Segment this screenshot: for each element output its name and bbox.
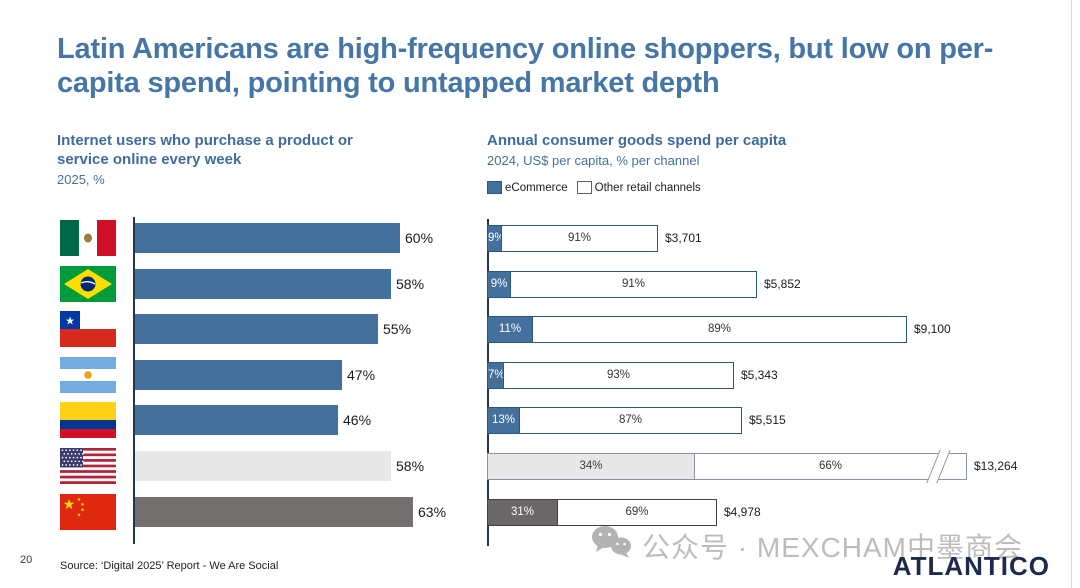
flag-brazil — [60, 265, 116, 302]
watermark-text: 公众号 · MEXCHAM中墨商会 — [642, 531, 1024, 563]
weekly-purchase-value: 46% — [343, 412, 372, 429]
right-chart-row-brazil: 9% 91% $5,852 — [487, 270, 1077, 298]
legend-swatch-other-retail — [576, 181, 592, 194]
other-retail-segment: 89% — [532, 316, 907, 344]
legend: eCommerce Other retail channels — [487, 181, 701, 194]
weekly-online-purchase-chart: 60% 58% ★ 55% 47% 46% 58% ★ ★ ★ ★ ★ 63% — [60, 217, 484, 553]
svg-text:★: ★ — [63, 496, 76, 512]
right-chart-subtitle: 2024, US$ per capita, % per channel — [487, 153, 700, 169]
right-edge-divider — [1071, 0, 1072, 588]
spend-total-label: $5,515 — [749, 413, 786, 428]
right-chart-row-usa: 34% 66% $13,264 — [487, 450, 1077, 483]
watermark: 公众号 · MEXCHAM中墨商会 — [588, 524, 1023, 567]
weekly-purchase-bar — [135, 223, 400, 253]
weekly-purchase-value: 55% — [383, 321, 412, 338]
other-retail-segment: 91% — [510, 270, 757, 298]
left-chart-header: Internet users who purchase a product or… — [57, 131, 402, 187]
legend-label-ecommerce: eCommerce — [505, 181, 568, 194]
left-axis-line — [133, 217, 135, 544]
ecommerce-segment: 7% — [487, 361, 505, 389]
weekly-purchase-bar — [135, 496, 413, 527]
flag-mexico — [60, 220, 116, 256]
right-chart-row-chile: 11% 89% $9,100 — [487, 316, 1077, 344]
ecommerce-segment: 11% — [487, 316, 533, 344]
source-note: Source: ‘Digital 2025’ Report - We Are S… — [60, 560, 279, 572]
weekly-purchase-value: 58% — [396, 458, 425, 474]
ecommerce-segment: 9% — [487, 225, 505, 252]
left-chart-row-mexico: 60% — [60, 220, 484, 256]
spend-total-label: $5,343 — [741, 367, 778, 382]
right-chart-row-colombia: 13% 87% $5,515 — [487, 407, 1077, 435]
legend-label-other-retail: Other retail channels — [594, 181, 701, 194]
flag-usa — [60, 448, 116, 484]
weekly-purchase-bar — [135, 268, 391, 299]
weekly-purchase-value: 60% — [405, 230, 434, 246]
ecommerce-segment: 9% — [487, 270, 511, 298]
spend-total-label: $4,978 — [724, 504, 761, 519]
left-chart-row-argentina: 47% — [60, 356, 484, 393]
right-chart-row-china: 31% 69% $4,978 — [487, 498, 1077, 526]
weekly-purchase-value: 47% — [347, 366, 376, 383]
ecommerce-segment: 31% — [487, 498, 558, 526]
weekly-purchase-bar — [135, 451, 391, 481]
other-retail-segment: 93% — [503, 361, 734, 389]
page-title: Latin Americans are high-frequency onlin… — [57, 33, 994, 100]
flag-china: ★ ★ ★ ★ ★ — [60, 493, 116, 530]
right-chart-header: Annual consumer goods spend per capita 2… — [487, 131, 917, 168]
other-retail-segment: 87% — [519, 407, 742, 435]
svg-text:★: ★ — [65, 316, 75, 328]
flag-argentina — [60, 356, 116, 393]
spend-total-label: $3,701 — [665, 231, 702, 245]
right-chart-title: Annual consumer goods spend per capita — [487, 132, 787, 149]
svg-text:★: ★ — [80, 507, 85, 513]
right-chart-row-mexico: 9% 91% $3,701 — [487, 225, 1077, 252]
weekly-purchase-bar — [135, 359, 342, 390]
weekly-purchase-value: 63% — [418, 503, 447, 520]
weekly-purchase-bar — [135, 314, 378, 345]
weekly-purchase-value: 58% — [396, 275, 425, 292]
left-chart-row-china: ★ ★ ★ ★ ★ 63% — [60, 493, 484, 530]
other-retail-segment: 91% — [501, 225, 658, 252]
axis-break — [926, 450, 951, 483]
flag-chile: ★ — [60, 311, 116, 348]
left-chart-subtitle: 2025, % — [57, 172, 105, 188]
ecommerce-segment: 34% — [487, 453, 695, 480]
flag-colombia — [60, 402, 116, 439]
spend-total-label: $5,852 — [764, 276, 801, 291]
atlantico-logo: ATLANTICO — [892, 551, 1050, 581]
other-retail-segment: 66% — [694, 450, 967, 483]
spend-per-capita-chart: 9% 91% $3,701 9% 91% $5,852 11% 89% $9,100 7% 93% $… — [487, 219, 1077, 555]
left-chart-row-usa: 58% — [60, 448, 484, 484]
wechat-icon — [588, 524, 634, 567]
spend-total-label: $9,100 — [914, 322, 951, 337]
other-retail-segment: 69% — [557, 498, 717, 526]
right-chart-row-argentina: 7% 93% $5,343 — [487, 361, 1077, 389]
left-chart-row-colombia: 46% — [60, 402, 484, 439]
svg-text:★: ★ — [77, 512, 82, 518]
svg-text:★: ★ — [80, 502, 85, 508]
left-chart-row-chile: ★ 55% — [60, 311, 484, 348]
ecommerce-segment: 13% — [487, 407, 520, 435]
svg-text:★: ★ — [77, 497, 82, 503]
page-number: 20 — [20, 554, 33, 566]
legend-swatch-ecommerce — [487, 181, 502, 194]
spend-total-label: $13,264 — [974, 459, 1018, 473]
left-chart-title: Internet users who purchase a product or… — [57, 132, 353, 169]
left-chart-row-brazil: 58% — [60, 265, 484, 302]
weekly-purchase-bar — [135, 405, 338, 436]
